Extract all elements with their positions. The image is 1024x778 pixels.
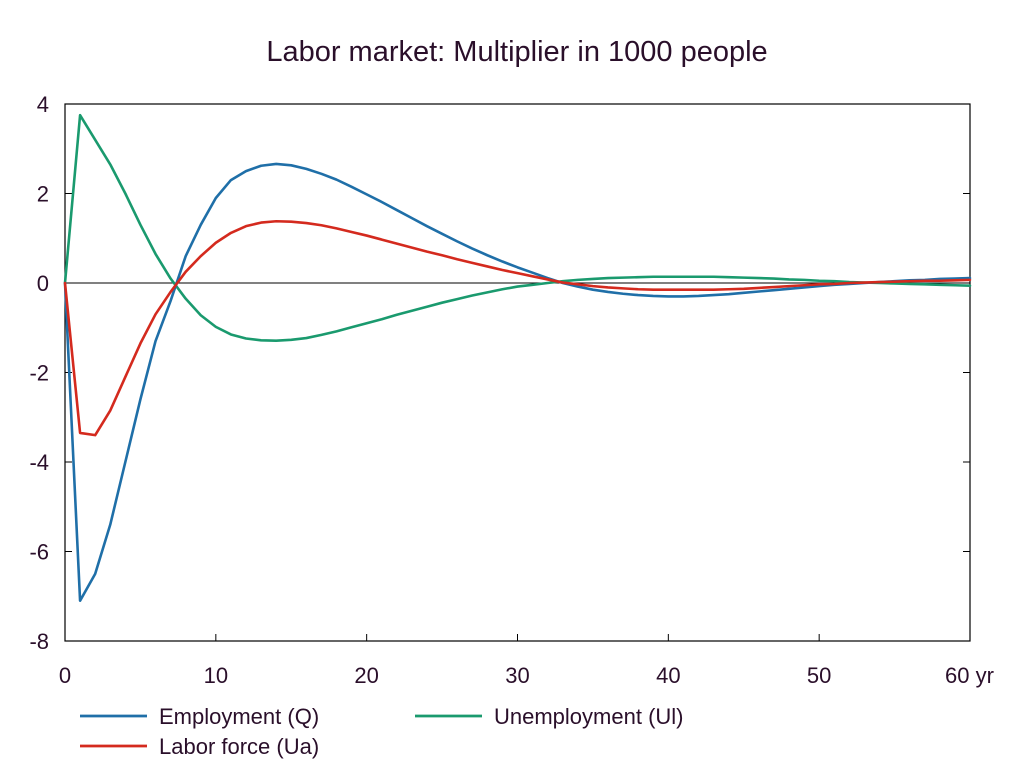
x-tick-label: 30	[505, 663, 529, 688]
x-tick-label: 40	[656, 663, 680, 688]
plot-border	[64, 103, 971, 642]
y-tick-label: -6	[29, 540, 49, 565]
y-tick-label: 2	[37, 182, 49, 207]
series-line-0	[63, 162, 972, 603]
series-layer	[63, 113, 972, 603]
y-tick-label: 4	[37, 92, 49, 117]
legend-label-1: Unemployment (Ul)	[494, 704, 684, 729]
x-tick-label: 20	[354, 663, 378, 688]
x-tick-label: 10	[204, 663, 228, 688]
y-tick-label: 0	[37, 271, 49, 296]
plot-frame	[64, 103, 971, 642]
legend-label-0: Employment (Q)	[159, 704, 319, 729]
y-tick-label: -4	[29, 450, 49, 475]
series-line-2	[63, 219, 972, 437]
x-tick-label: 0	[59, 663, 71, 688]
y-tick-label: -8	[29, 629, 49, 654]
x-tick-label: 50	[807, 663, 831, 688]
legend-label-2: Labor force (Ua)	[159, 734, 319, 759]
x-tick-label: 60 yr	[945, 663, 994, 688]
y-axis-left-ticks: 4 2 0 -2 -4 -6 -8	[29, 92, 72, 654]
y-axis-right-ticks	[963, 103, 970, 642]
x-axis-ticks: 0 10 20 30 40 50 60 yr	[59, 634, 994, 688]
chart-title: Labor market: Multiplier in 1000 people	[266, 36, 767, 68]
legend: Employment (Q) Unemployment (Ul) Labor for…	[80, 704, 684, 759]
series-line-1	[63, 113, 972, 343]
y-tick-label: -2	[29, 361, 49, 386]
